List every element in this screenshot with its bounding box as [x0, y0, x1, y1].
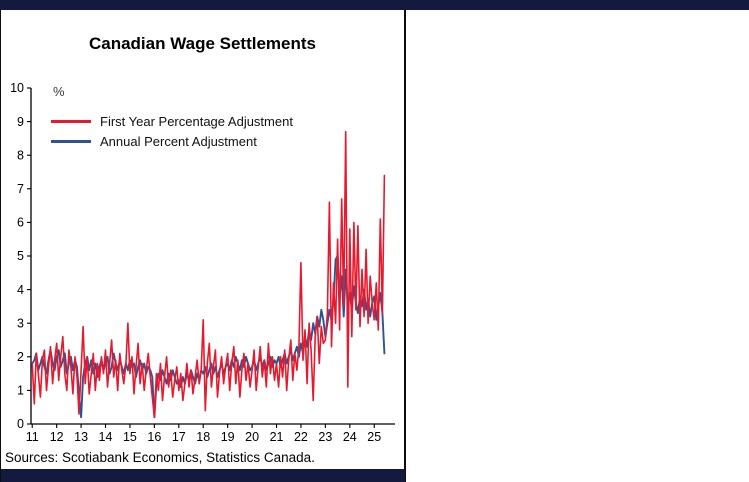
y-axis-unit-label: %: [53, 84, 65, 99]
y-tick-label: 9: [17, 115, 24, 129]
x-tick-label: 20: [245, 430, 259, 444]
x-tick-label: 12: [50, 430, 64, 444]
y-tick-label: 6: [17, 216, 24, 230]
x-tick-label: 24: [343, 430, 357, 444]
legend-line-red: [51, 120, 91, 123]
x-tick-label: 14: [99, 430, 113, 444]
legend-label-annual: Annual Percent Adjustment: [100, 134, 257, 149]
y-tick-label: 0: [17, 417, 24, 431]
chart-legend: First Year Percentage Adjustment Annual …: [51, 114, 293, 149]
x-tick-label: 13: [74, 430, 88, 444]
x-tick-label: 16: [147, 430, 161, 444]
y-tick-label: 7: [17, 182, 24, 196]
legend-item-first-year: First Year Percentage Adjustment: [51, 114, 293, 129]
y-tick-label: 4: [17, 283, 24, 297]
y-tick-label: 8: [17, 148, 24, 162]
legend-line-blue: [51, 140, 91, 143]
y-tick-label: 1: [17, 384, 24, 398]
legend-label-first-year: First Year Percentage Adjustment: [100, 114, 293, 129]
y-tick-label: 10: [10, 81, 24, 95]
x-tick-label: 17: [172, 430, 186, 444]
chart-panel: Canadian Wage Settlements % First Year P…: [0, 10, 406, 482]
x-tick-label: 18: [196, 430, 210, 444]
x-tick-label: 21: [270, 430, 284, 444]
sources-note: Sources: Scotiabank Economics, Statistic…: [5, 450, 315, 465]
x-tick-label: 25: [367, 430, 381, 444]
top-accent-bar: [0, 0, 749, 10]
chart-title: Canadian Wage Settlements: [88, 34, 317, 53]
x-tick-label: 19: [221, 430, 235, 444]
x-tick-label: 15: [123, 430, 137, 444]
y-tick-label: 5: [17, 249, 24, 263]
y-tick-label: 3: [17, 316, 24, 330]
x-tick-label: 22: [294, 430, 308, 444]
bottom-accent-bar: [1, 469, 405, 482]
legend-item-annual: Annual Percent Adjustment: [51, 134, 293, 149]
y-tick-label: 2: [17, 350, 24, 364]
x-tick-label: 11: [26, 430, 39, 444]
x-tick-label: 23: [318, 430, 332, 444]
series-line-first-year: [31, 130, 386, 419]
